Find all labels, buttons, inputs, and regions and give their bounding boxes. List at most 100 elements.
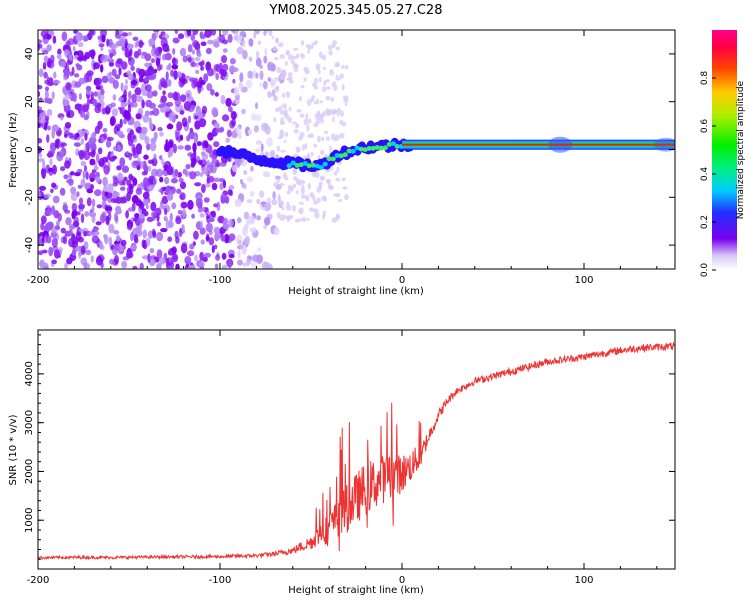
noise-blob: [210, 89, 215, 96]
noise-blob: [76, 34, 85, 41]
noise-blob: [95, 221, 102, 226]
noise-blob: [125, 210, 129, 219]
noise-blob: [203, 252, 211, 258]
noise-blob: [159, 205, 167, 210]
noise-blob: [267, 77, 271, 82]
noise-blob: [41, 249, 48, 254]
noise-blob: [73, 216, 79, 225]
faint-speckle: [283, 139, 287, 143]
noise-blob: [175, 236, 180, 244]
noise-blob: [200, 65, 205, 71]
noise-blob: [122, 180, 126, 186]
noise-blob: [71, 249, 77, 256]
faint-speckle: [274, 77, 279, 82]
faint-speckle: [306, 152, 310, 158]
noise-blob: [38, 91, 41, 97]
noise-blob: [191, 79, 198, 89]
noise-blob: [264, 47, 268, 57]
faint-speckle: [303, 118, 309, 126]
x-tick-label: -100: [209, 275, 232, 286]
noise-blob: [271, 35, 275, 40]
noise-blob: [84, 51, 90, 57]
faint-speckle: [333, 84, 338, 91]
noise-blob: [47, 221, 54, 230]
noise-blob: [156, 249, 163, 259]
noise-blob: [143, 180, 149, 189]
noise-blob: [177, 33, 185, 40]
noise-blob: [80, 213, 85, 224]
faint-speckle: [314, 113, 320, 120]
noise-blob: [46, 152, 54, 158]
noise-blob: [229, 58, 236, 65]
noise-blob: [163, 216, 168, 222]
noise-blob: [215, 127, 219, 134]
noise-blob: [181, 211, 186, 216]
noise-blob: [98, 43, 105, 48]
noise-blob: [156, 221, 161, 227]
faint-speckle: [292, 47, 299, 51]
noise-blob: [67, 38, 75, 46]
noise-blob: [162, 90, 166, 96]
faint-speckle: [276, 211, 281, 219]
colorbar-tick-label: 0.4: [700, 167, 710, 182]
faint-speckle: [335, 74, 339, 79]
noise-blob: [192, 157, 197, 165]
faint-speckle: [279, 54, 285, 59]
noise-blob: [100, 54, 108, 64]
noise-blob: [176, 121, 183, 131]
noise-blob: [98, 158, 105, 167]
noise-blob: [220, 234, 226, 242]
faint-speckle: [295, 53, 299, 58]
noise-blob: [189, 243, 195, 250]
noise-blob: [115, 30, 120, 35]
faint-speckle: [287, 72, 293, 77]
faint-speckle: [276, 178, 280, 184]
noise-blob: [190, 33, 196, 41]
noise-blob: [40, 215, 47, 225]
noise-blob: [144, 110, 150, 117]
noise-blob: [253, 32, 257, 39]
noise-blob: [68, 54, 73, 61]
noise-blob: [168, 219, 172, 229]
noise-blob: [51, 205, 56, 215]
noise-blob: [246, 199, 253, 204]
noise-blob: [267, 62, 271, 71]
noise-blob: [160, 158, 164, 165]
noise-blob: [174, 30, 179, 35]
noise-blob: [148, 230, 152, 239]
noise-blob: [187, 250, 195, 257]
noise-blob: [94, 189, 102, 197]
noise-blob: [133, 217, 138, 222]
noise-blob: [142, 229, 148, 239]
noise-blob: [198, 118, 207, 128]
noise-blob: [264, 125, 271, 135]
noise-blob: [202, 256, 208, 262]
noise-blob: [243, 211, 250, 220]
faint-speckle: [298, 96, 302, 102]
noise-blob: [123, 176, 128, 182]
noise-blob: [157, 127, 163, 132]
noise-blob: [204, 30, 212, 38]
snr-frame: [37, 329, 676, 570]
noise-blob: [89, 158, 96, 166]
noise-blob: [181, 78, 188, 84]
noise-blob: [40, 222, 45, 231]
noise-blob: [153, 153, 157, 162]
noise-blob: [73, 172, 81, 177]
noise-blob: [51, 238, 58, 248]
faint-speckle: [323, 80, 327, 86]
snr-panel: -200 -100 0 100 1000 2000 3000 4000 Height of s…: [8, 329, 676, 596]
noise-blob: [45, 209, 52, 217]
noise-blob: [279, 129, 285, 139]
noise-blob: [95, 77, 102, 86]
signal-core: [334, 153, 340, 158]
faint-speckle: [339, 110, 344, 117]
noise-blob: [197, 207, 203, 213]
faint-speckle: [315, 63, 321, 71]
noise-blob: [84, 132, 88, 141]
noise-blob: [50, 188, 54, 194]
noise-blob: [203, 197, 210, 203]
faint-speckle: [321, 136, 325, 142]
noise-blob: [219, 126, 225, 133]
